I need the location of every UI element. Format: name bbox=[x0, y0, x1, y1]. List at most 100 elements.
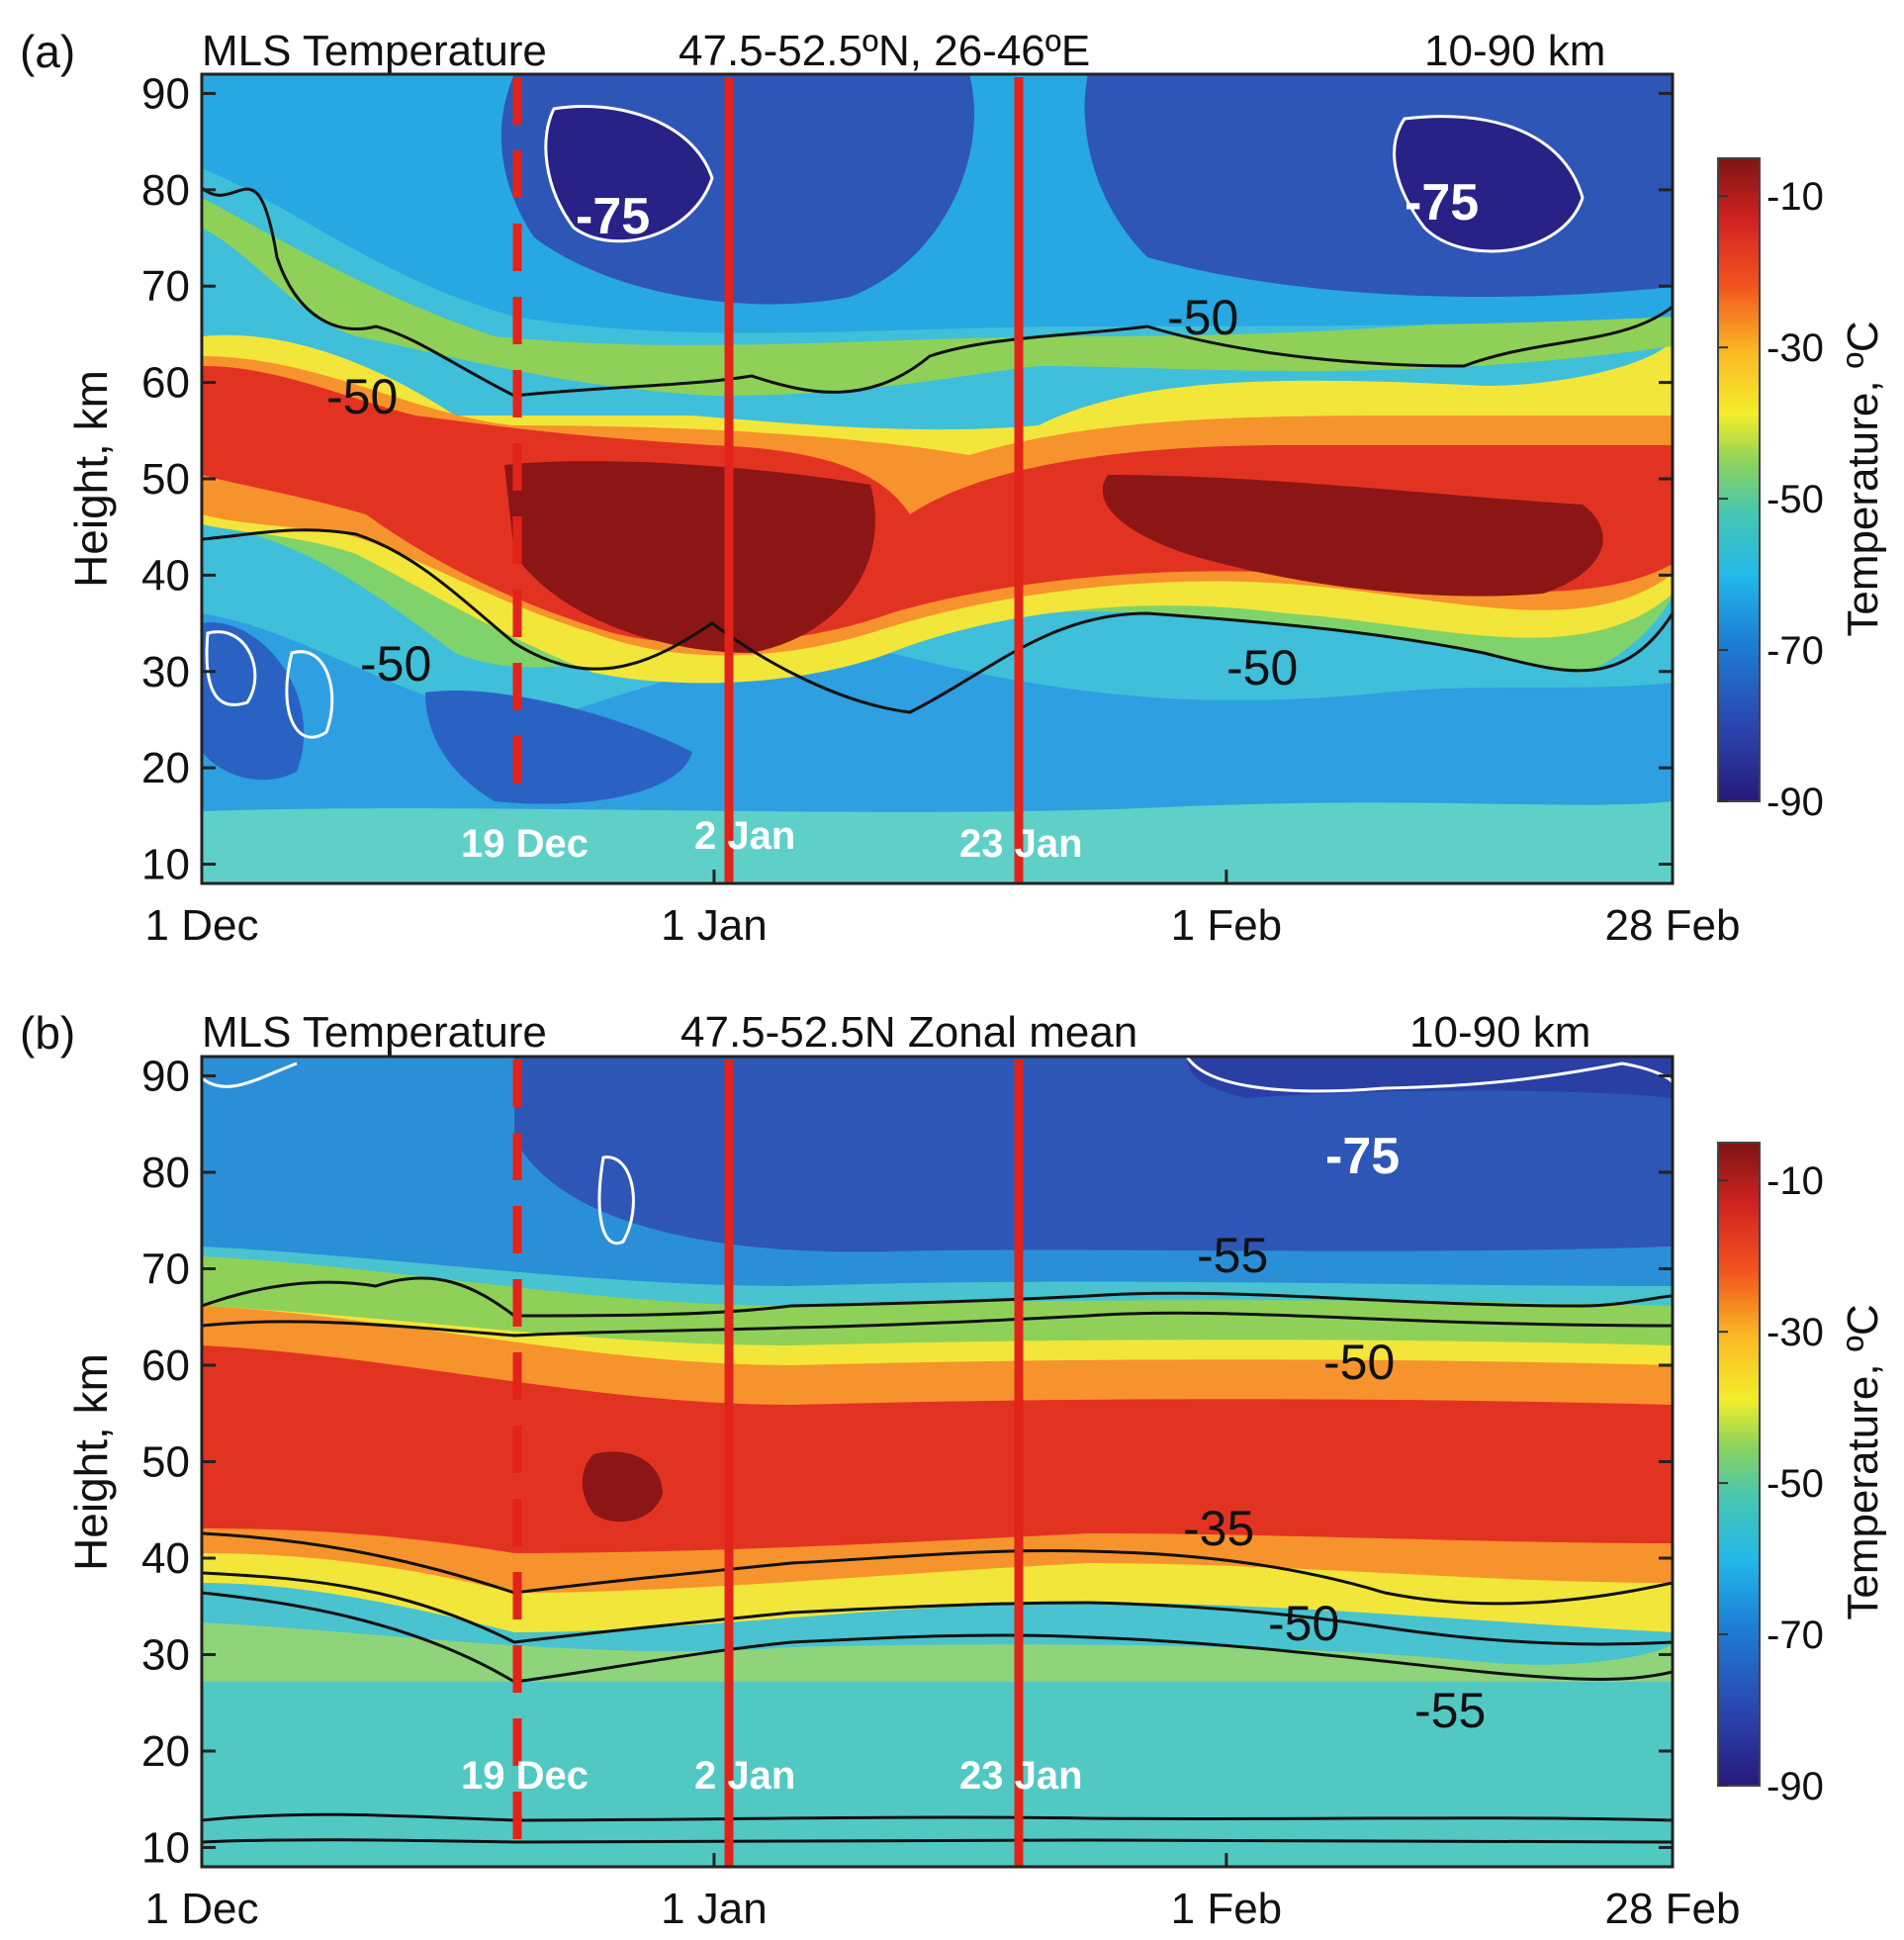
ytick-label: 40 bbox=[141, 1534, 190, 1583]
ytick-label: 50 bbox=[141, 455, 190, 504]
panel-b-contour-label-55b: -55 bbox=[1414, 1683, 1486, 1738]
panel-a-colorbar bbox=[1717, 157, 1761, 802]
ytick-label: 30 bbox=[141, 648, 190, 696]
panel-a-event-label-2jan: 2 Jan bbox=[694, 814, 795, 858]
panel-b-low-green bbox=[202, 1622, 1673, 1682]
panel-a-title-right: 10-90 km bbox=[1424, 27, 1605, 75]
panel-b-yaxis: Height, km 10 20 30 40 50 60 70 80 90 bbox=[65, 1053, 1673, 1873]
ytick-label: 90 bbox=[141, 69, 190, 118]
panel-a-colorbar-ticks: -10 -30 -50 -70 -90 bbox=[1718, 175, 1824, 824]
colorbar-tick-label: -90 bbox=[1767, 1765, 1824, 1808]
panel-a-upper-green bbox=[202, 198, 1673, 396]
colorbar-tick-label: -30 bbox=[1767, 1311, 1824, 1354]
panel-a-label: (a) bbox=[20, 26, 75, 77]
panel-a-cold-pool-mid bbox=[425, 691, 692, 804]
ytick-label: 50 bbox=[141, 1438, 190, 1487]
xtick-label: 1 Jan bbox=[661, 901, 768, 950]
panel-a-contour-75-3 bbox=[205, 630, 257, 706]
ytick-label: 20 bbox=[141, 744, 190, 792]
panel-b-event-label-23jan: 23 Jan bbox=[959, 1754, 1083, 1798]
xtick-label: 1 Jan bbox=[661, 1885, 768, 1933]
ytick-label: 60 bbox=[141, 359, 190, 408]
panel-b-contour-low-1 bbox=[202, 1812, 1673, 1822]
panel-a-colorbar-label: Temperature, ºC bbox=[1839, 321, 1887, 636]
panel-a-contour-label-75a: -75 bbox=[576, 188, 650, 245]
panel-a-event-label-23jan: 23 Jan bbox=[959, 822, 1083, 866]
xtick-label: 1 Feb bbox=[1171, 1885, 1283, 1933]
panel-b-colorbar bbox=[1717, 1142, 1761, 1787]
xtick-label: 1 Feb bbox=[1171, 901, 1283, 950]
panel-a-contour-label-50a: -50 bbox=[326, 369, 398, 424]
panel-a-deep-purple bbox=[545, 106, 712, 241]
panel-b-contour-50-upper bbox=[202, 1311, 1673, 1338]
panel-b-contour-55-upper bbox=[202, 1276, 1673, 1318]
panel-a-contour-50-lower bbox=[202, 528, 1673, 714]
panel-b-contour-label-55a: -55 bbox=[1197, 1228, 1268, 1283]
panel-a-title-left: MLS Temperature bbox=[202, 27, 547, 75]
ytick-label: 40 bbox=[141, 551, 190, 600]
panel-b-title-left: MLS Temperature bbox=[202, 1008, 547, 1057]
panel-a-dark-core bbox=[504, 461, 875, 653]
colorbar-tick-label: -50 bbox=[1767, 478, 1824, 521]
panel-a-contour-label-50c: -50 bbox=[360, 636, 431, 692]
panel-b-top-dark bbox=[1187, 1057, 1673, 1098]
panel-a-event-label-19dec: 19 Dec bbox=[461, 822, 589, 866]
panel-a: (a) MLS Temperature 47.5-52.5ºN, 26-46ºE… bbox=[20, 26, 1887, 950]
xtick-label: 28 Feb bbox=[1605, 1885, 1741, 1933]
colorbar-tick-label: -90 bbox=[1767, 781, 1824, 824]
panel-b-green-upper bbox=[202, 1256, 1673, 1345]
panel-b-contour-50-lower bbox=[202, 1571, 1673, 1646]
panel-a-contour-label-75b: -75 bbox=[1405, 174, 1479, 231]
panel-b-contour-55-lower bbox=[202, 1591, 1673, 1684]
panel-b-upper-dark bbox=[514, 1057, 1673, 1252]
ytick-label: 70 bbox=[141, 262, 190, 311]
ytick-label: 30 bbox=[141, 1631, 190, 1680]
panel-b-contour-label-50b: -50 bbox=[1268, 1596, 1339, 1651]
panel-a-contour-75-2 bbox=[1393, 115, 1585, 253]
ytick-label: 60 bbox=[141, 1341, 190, 1390]
colorbar-tick-label: -70 bbox=[1767, 1614, 1824, 1657]
panel-b-title-mid: 47.5-52.5N Zonal mean bbox=[680, 1008, 1137, 1057]
panel-a-contour-label-50b: -50 bbox=[1167, 290, 1238, 345]
panel-b-contour-35 bbox=[202, 1531, 1673, 1606]
ytick-label: 70 bbox=[141, 1246, 190, 1294]
panel-a-contour-75 bbox=[544, 105, 714, 243]
panel-a-contour-75-4 bbox=[285, 650, 334, 739]
colorbar-tick-label: -30 bbox=[1767, 326, 1824, 370]
ytick-label: 20 bbox=[141, 1727, 190, 1776]
xtick-label: 28 Feb bbox=[1605, 901, 1741, 950]
panel-b-contour-label-35: -35 bbox=[1183, 1501, 1254, 1556]
panel-b-contour-75-c bbox=[202, 1062, 298, 1088]
panel-b-ylabel: Height, km bbox=[65, 1353, 117, 1571]
xtick-label: 1 Dec bbox=[145, 901, 259, 950]
panel-b-red-core bbox=[202, 1345, 1673, 1553]
ytick-label: 80 bbox=[141, 166, 190, 215]
panel-b-dark-spot bbox=[582, 1451, 663, 1523]
panel-a-upper-dark-2 bbox=[1084, 74, 1673, 297]
panel-b-contour-label-50a: -50 bbox=[1323, 1335, 1395, 1390]
panel-a-dark-core-2 bbox=[1102, 475, 1603, 597]
panel-a-bottom-teal bbox=[202, 801, 1673, 883]
panel-a-xaxis: 1 Dec 1 Jan 1 Feb 28 Feb bbox=[145, 870, 1741, 950]
panel-b-event-label-19dec: 19 Dec bbox=[461, 1754, 589, 1798]
panel-a-contour-50-upper bbox=[202, 186, 1673, 398]
panel-a-contour-label-50d: -50 bbox=[1226, 640, 1298, 695]
panel-b-title-right: 10-90 km bbox=[1409, 1008, 1590, 1057]
colorbar-tick-label: -10 bbox=[1767, 1159, 1824, 1203]
panel-b-field bbox=[202, 1057, 1673, 1867]
ytick-label: 90 bbox=[141, 1053, 190, 1101]
panel-a-yaxis: Height, km 10 20 30 40 50 60 70 80 90 bbox=[65, 69, 1673, 889]
panel-b-event-label-2jan: 2 Jan bbox=[694, 1754, 795, 1798]
panel-b-contour-75 bbox=[1185, 1057, 1673, 1093]
xtick-label: 1 Dec bbox=[145, 1885, 259, 1933]
panel-b-contour-label-75: -75 bbox=[1325, 1128, 1400, 1185]
panel-b: (b) MLS Temperature 47.5-52.5N Zonal mea… bbox=[20, 1007, 1887, 1933]
panel-b-xaxis: 1 Dec 1 Jan 1 Feb 28 Feb bbox=[145, 1853, 1741, 1933]
panel-a-title-mid: 47.5-52.5ºN, 26-46ºE bbox=[679, 27, 1090, 75]
ytick-label: 80 bbox=[141, 1149, 190, 1197]
colorbar-tick-label: -10 bbox=[1767, 175, 1824, 219]
panel-a-ylabel: Height, km bbox=[65, 370, 117, 588]
panel-a-cold-pool-low bbox=[202, 622, 305, 781]
panel-a-deep-purple-2 bbox=[1394, 116, 1583, 252]
